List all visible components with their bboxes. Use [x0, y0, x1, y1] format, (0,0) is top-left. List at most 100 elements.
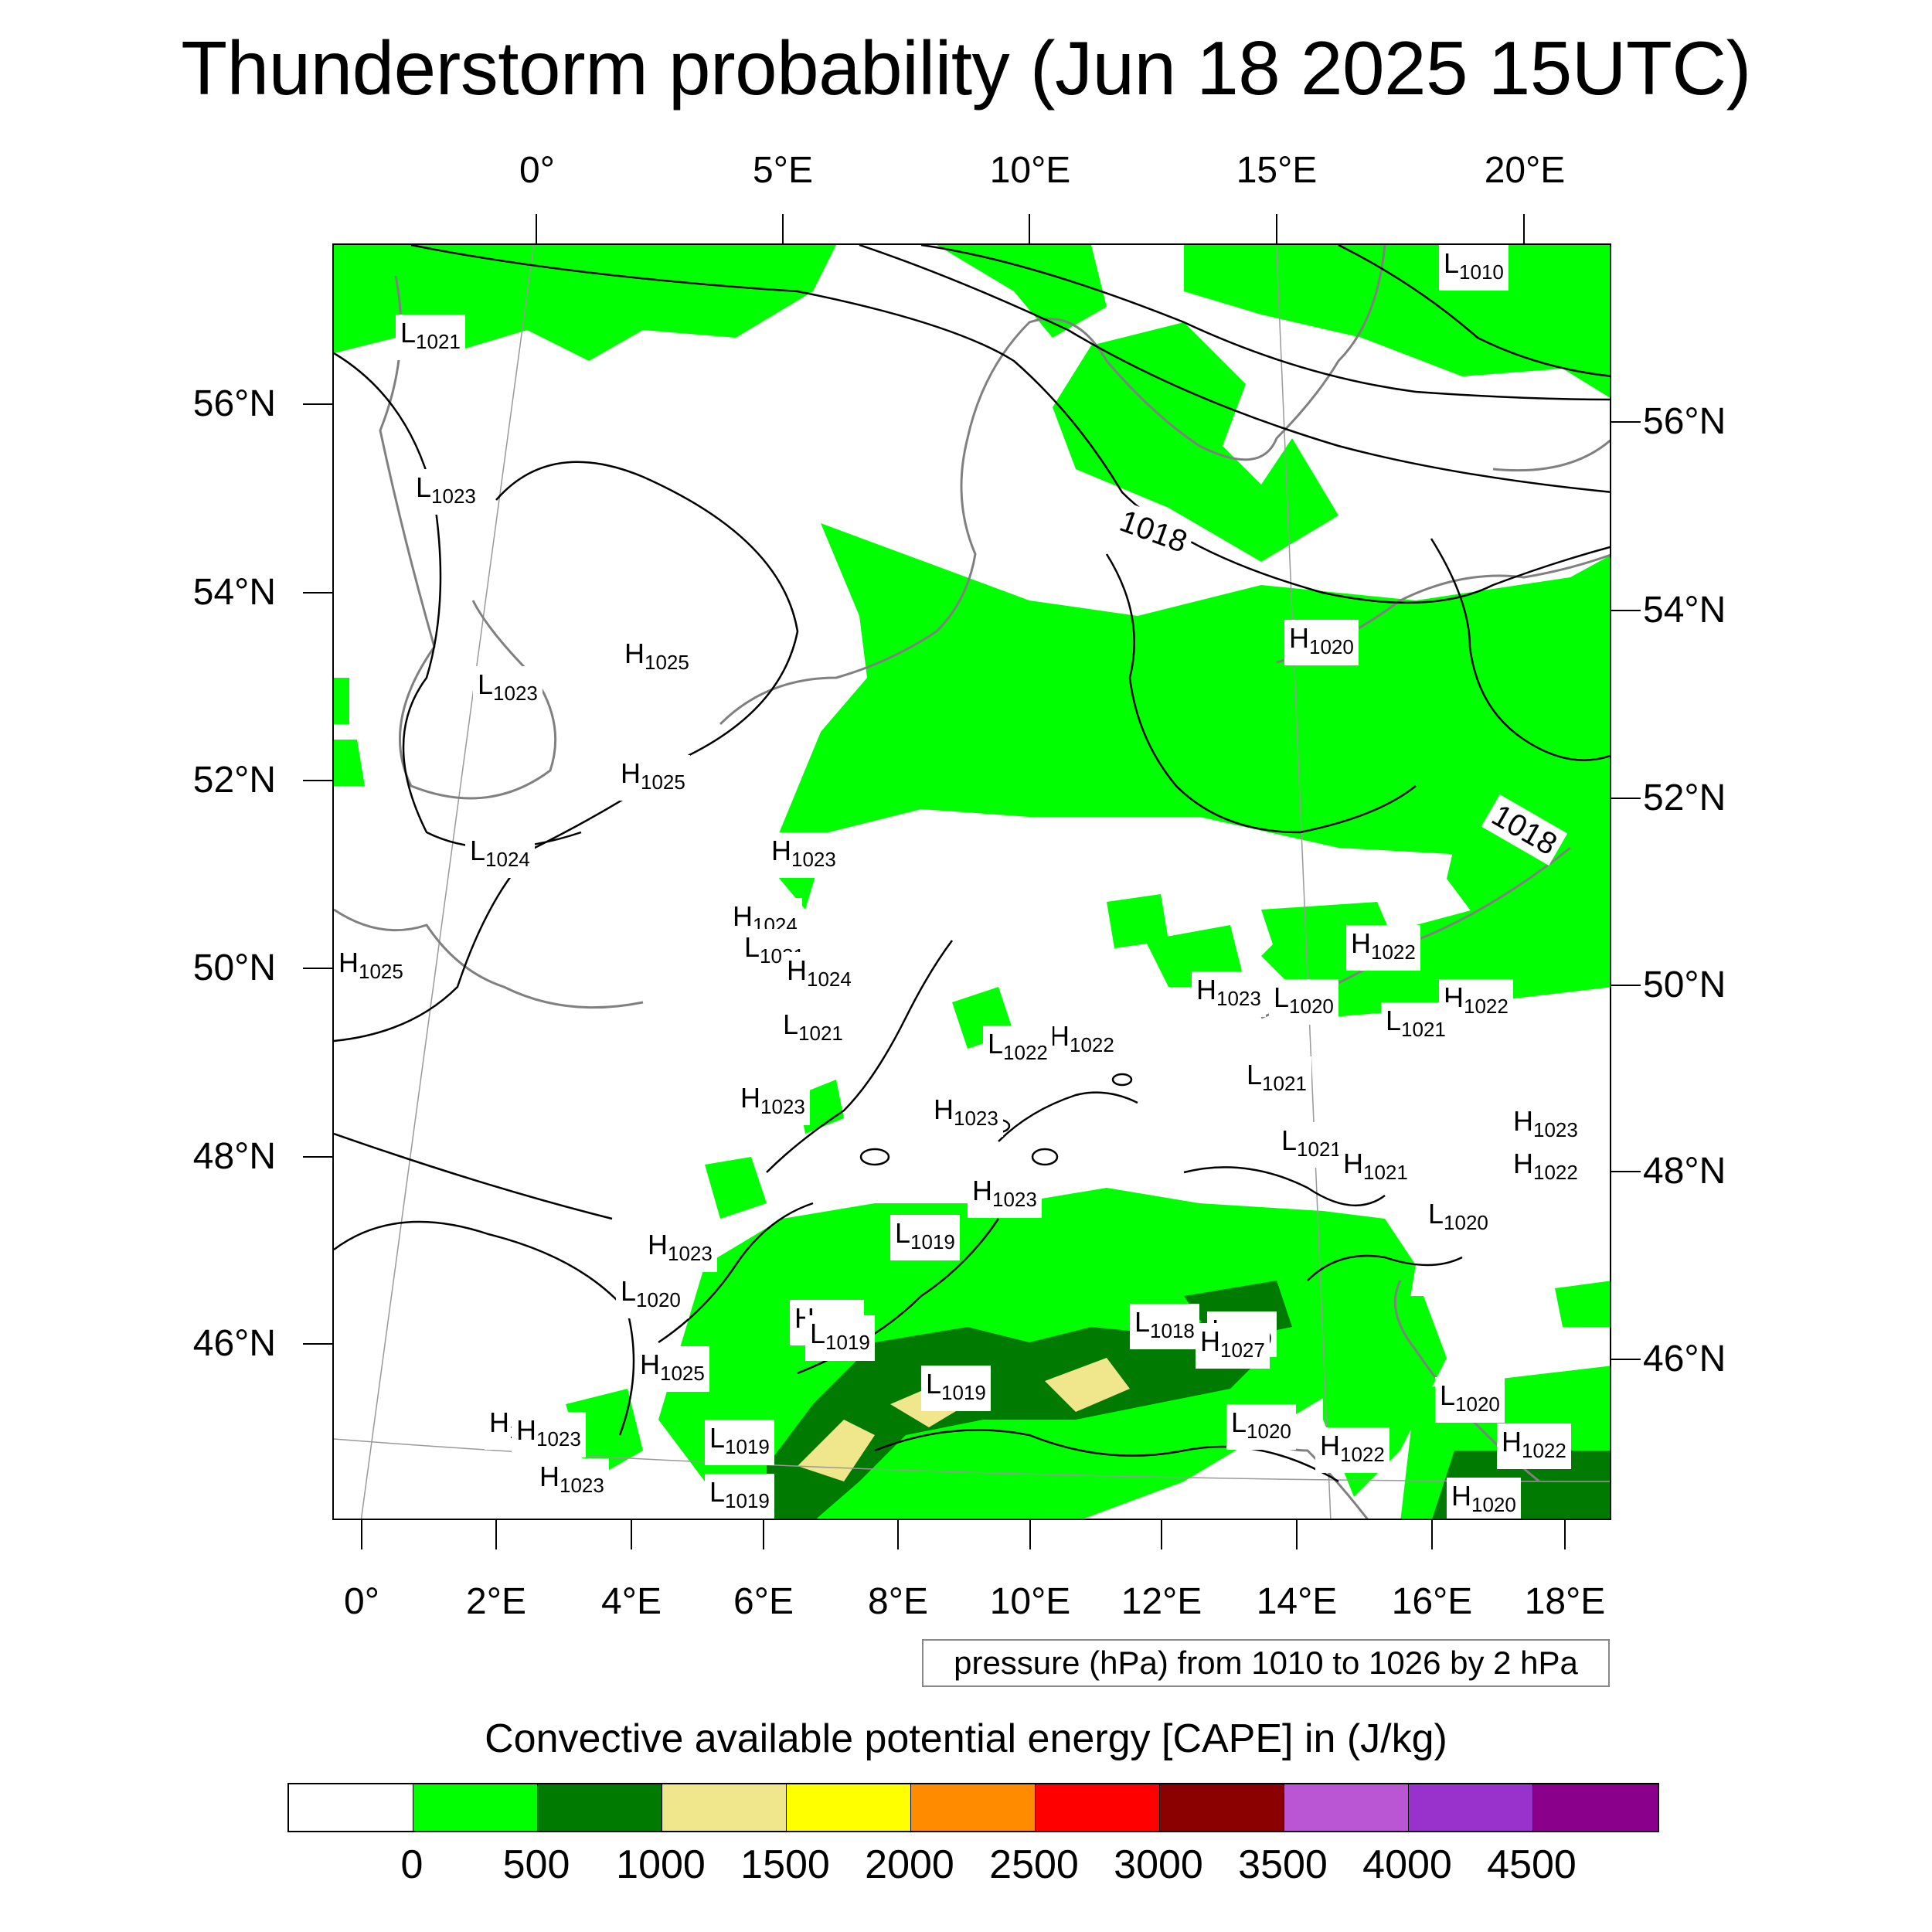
- high-pressure-label: H1023: [643, 1226, 717, 1272]
- axis-tick: [1611, 798, 1641, 799]
- high-pressure-label: H1022: [1315, 1427, 1389, 1473]
- graticule: [334, 245, 1610, 1519]
- high-pressure-label: H1022: [1439, 979, 1513, 1025]
- axis-tick: [1611, 421, 1641, 423]
- bottom-axis-label: 4°E: [601, 1581, 662, 1622]
- map-area: L1010 L1021 L1023 H1025 L1023 H1025 L1024 H1025…: [332, 243, 1611, 1520]
- low-pressure-label: L1019: [890, 1215, 960, 1260]
- colorbar-swatch: [413, 1784, 538, 1831]
- right-axis-label: 56°N: [1643, 401, 1726, 442]
- legend-title: Convective available potential energy [C…: [485, 1716, 1447, 1761]
- bottom-axis-label: 14°E: [1256, 1581, 1338, 1622]
- axis-tick: [763, 1520, 764, 1549]
- high-pressure-label: H1025: [334, 944, 408, 990]
- axis-tick: [1611, 610, 1641, 611]
- axis-tick: [303, 780, 332, 781]
- colorbar-label: 1500: [740, 1842, 830, 1887]
- low-pressure-label: L1021: [1242, 1056, 1311, 1102]
- high-pressure-label: H1024: [782, 952, 856, 998]
- low-pressure-label: L1020: [1435, 1377, 1505, 1423]
- high-pressure-label: H1022: [1509, 1145, 1583, 1191]
- low-pressure-label: L1020: [616, 1273, 685, 1318]
- axis-tick: [536, 214, 537, 243]
- axis-tick: [303, 1156, 332, 1158]
- bottom-axis-label: 16°E: [1391, 1581, 1473, 1622]
- bottom-axis-label: 12°E: [1121, 1581, 1202, 1622]
- colorbar-swatch: [911, 1784, 1036, 1831]
- axis-tick: [631, 1520, 632, 1549]
- axis-tick: [303, 403, 332, 405]
- left-axis-label: 52°N: [192, 760, 276, 801]
- right-axis-label: 52°N: [1643, 777, 1726, 818]
- axis-tick: [1564, 1520, 1566, 1549]
- axis-tick: [1296, 1520, 1298, 1549]
- colorbar-swatch: [787, 1784, 911, 1831]
- low-pressure-label: L1023: [411, 469, 481, 515]
- high-pressure-label: H1022: [1497, 1423, 1571, 1469]
- axis-tick: [1611, 985, 1641, 986]
- right-axis-label: 54°N: [1643, 590, 1726, 631]
- colorbar-swatch: [1160, 1784, 1284, 1831]
- top-axis-label: 5°E: [753, 150, 813, 191]
- colorbar-swatch: [662, 1784, 787, 1831]
- axis-tick: [1611, 1171, 1641, 1172]
- axis-tick: [303, 968, 332, 969]
- low-pressure-label: L1019: [805, 1315, 875, 1361]
- left-axis-label: 54°N: [192, 572, 276, 613]
- colorbar-swatch: [289, 1784, 413, 1831]
- top-axis-label: 15°E: [1236, 150, 1318, 191]
- axis-tick: [1276, 214, 1277, 243]
- axis-tick: [1029, 214, 1030, 243]
- colorbar-swatch: [1533, 1784, 1658, 1831]
- bottom-axis-label: 2°E: [466, 1581, 526, 1622]
- colorbar-swatch: [1036, 1784, 1160, 1831]
- top-axis-label: 0°: [519, 150, 555, 191]
- colorbar-label: 2000: [865, 1842, 954, 1887]
- axis-tick: [1161, 1520, 1162, 1549]
- right-axis-label: 50°N: [1643, 964, 1726, 1005]
- colorbar-label: 500: [502, 1842, 570, 1887]
- high-pressure-label: H1020: [1447, 1478, 1521, 1519]
- bottom-axis-label: 6°E: [733, 1581, 794, 1622]
- axis-tick: [361, 1520, 362, 1549]
- low-pressure-label: L1023: [473, 666, 543, 712]
- colorbar-swatch: [1409, 1784, 1533, 1831]
- low-pressure-label: L1021: [1381, 1002, 1451, 1048]
- low-pressure-label: L1021: [778, 1006, 848, 1052]
- low-pressure-label: L1021: [1277, 1122, 1346, 1168]
- high-pressure-label: H1025: [620, 635, 694, 681]
- colorbar-label: 3000: [1114, 1842, 1203, 1887]
- axis-tick: [1523, 214, 1525, 243]
- high-pressure-label: H1023: [1192, 971, 1266, 1017]
- low-pressure-label: L1020: [1226, 1404, 1296, 1450]
- colorbar-label: 4500: [1487, 1842, 1577, 1887]
- low-pressure-label: L1020: [1423, 1196, 1493, 1241]
- map-canvas: [334, 245, 1610, 1519]
- top-axis-label: 10°E: [989, 150, 1071, 191]
- axis-tick: [495, 1520, 497, 1549]
- colorbar-swatch: [538, 1784, 662, 1831]
- axis-tick: [897, 1520, 899, 1549]
- pressure-note: pressure (hPa) from 1010 to 1026 by 2 hP…: [922, 1639, 1610, 1687]
- bottom-axis-label: 10°E: [989, 1581, 1071, 1622]
- right-axis-label: 46°N: [1643, 1338, 1726, 1379]
- high-pressure-label: H1020: [1284, 620, 1359, 665]
- axis-tick: [782, 214, 784, 243]
- high-pressure-label: H1025: [635, 1346, 709, 1392]
- high-pressure-label: H1023: [736, 1080, 810, 1125]
- colorbar-label: 1000: [616, 1842, 706, 1887]
- colorbar-label: 0: [400, 1842, 423, 1887]
- high-pressure-label: H1023: [512, 1412, 586, 1458]
- colorbar-label: 4000: [1362, 1842, 1452, 1887]
- page-title: Thunderstorm probability (Jun 18 2025 15…: [181, 26, 1751, 111]
- low-pressure-label: L1018: [1130, 1304, 1199, 1349]
- colorbar-label: 3500: [1238, 1842, 1328, 1887]
- bottom-axis-label: 0°: [344, 1581, 379, 1622]
- low-pressure-label: L1010: [1439, 245, 1509, 291]
- low-pressure-label: L1019: [921, 1366, 991, 1411]
- colorbar: [287, 1783, 1659, 1832]
- low-pressure-label: L1019: [705, 1474, 774, 1519]
- high-pressure-label: H1023: [1509, 1103, 1583, 1148]
- colorbar-swatch: [1284, 1784, 1409, 1831]
- axis-tick: [303, 592, 332, 594]
